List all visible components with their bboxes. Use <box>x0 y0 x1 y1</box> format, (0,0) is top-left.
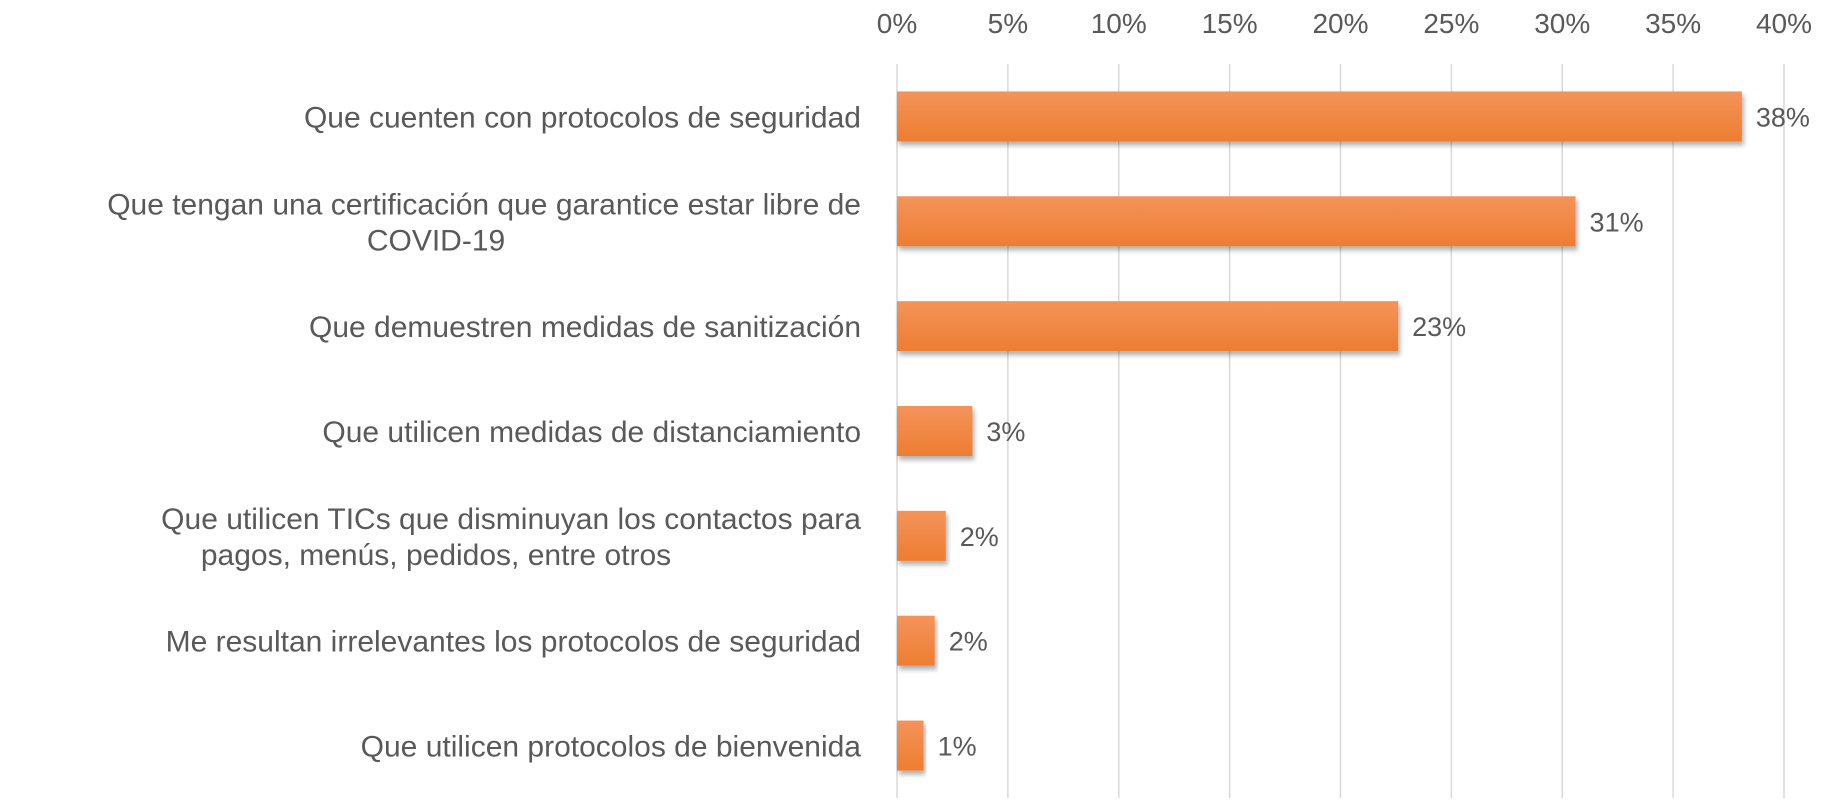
bar <box>897 196 1576 247</box>
x-tick-label: 20% <box>1312 8 1368 39</box>
x-tick-label: 30% <box>1534 8 1590 39</box>
data-label: 38% <box>1756 102 1810 132</box>
x-tick-label: 25% <box>1423 8 1479 39</box>
x-tick-label: 40% <box>1756 8 1812 39</box>
x-tick-label: 10% <box>1091 8 1147 39</box>
data-label: 1% <box>938 732 977 762</box>
x-tick-label: 0% <box>877 8 917 39</box>
category-label: Que utilicen TICs que disminuyan los con… <box>161 503 861 536</box>
data-label: 2% <box>949 627 988 657</box>
bar <box>897 301 1399 352</box>
data-label: 23% <box>1412 312 1466 342</box>
bar <box>897 615 935 666</box>
category-label: Que utilicen medidas de distanciamiento <box>322 416 861 449</box>
data-label: 31% <box>1590 207 1644 237</box>
bar <box>897 510 946 561</box>
category-label: pagos, menús, pedidos, entre otros <box>201 539 671 572</box>
category-label: Que cuenten con protocolos de seguridad <box>304 101 861 134</box>
bar <box>897 720 924 771</box>
data-label: 3% <box>986 417 1025 447</box>
bar <box>897 406 973 456</box>
x-tick-label: 15% <box>1202 8 1258 39</box>
category-label: Que tengan una certificación que garanti… <box>107 188 861 221</box>
category-label: Que demuestren medidas de sanitización <box>309 311 861 344</box>
data-label: 2% <box>960 522 999 552</box>
category-label: Me resultan irrelevantes los protocolos … <box>166 626 861 659</box>
category-label: COVID-19 <box>367 224 505 257</box>
x-tick-label: 5% <box>988 8 1028 39</box>
category-label: Que utilicen protocolos de bienvenida <box>361 731 862 764</box>
bar <box>897 91 1742 142</box>
x-tick-label: 35% <box>1645 8 1701 39</box>
